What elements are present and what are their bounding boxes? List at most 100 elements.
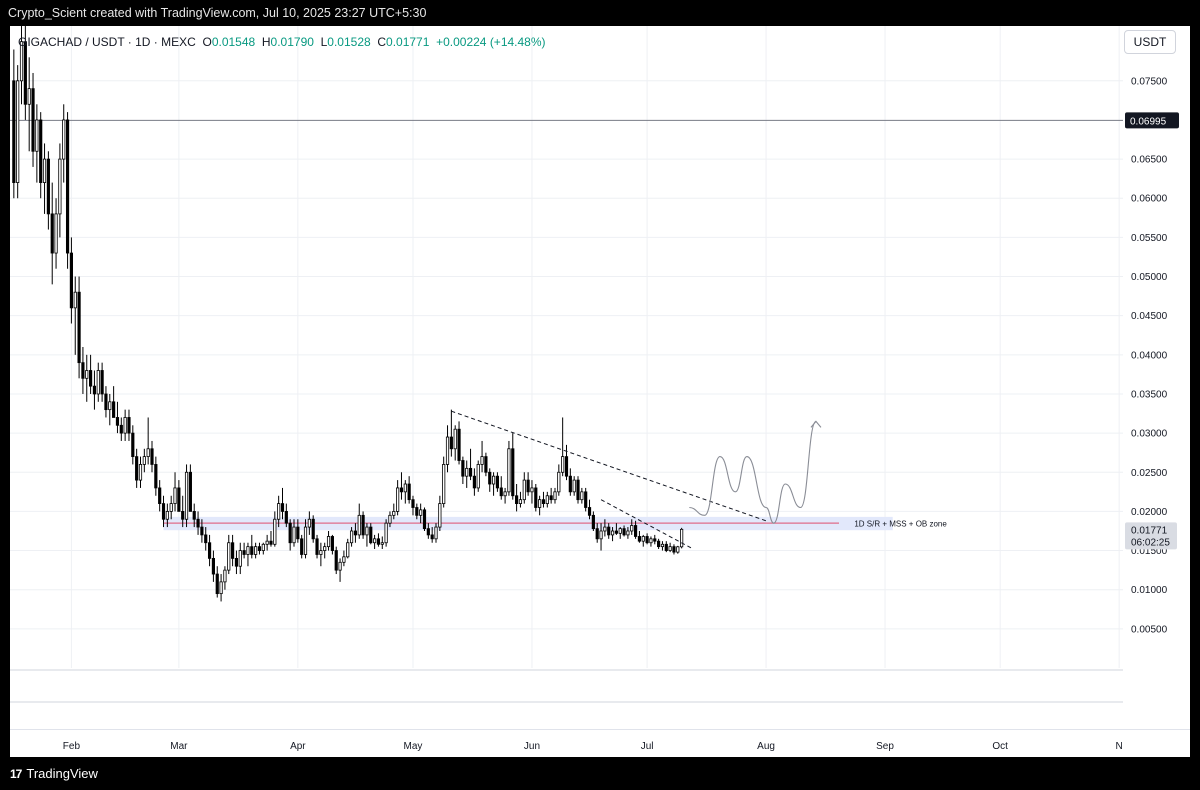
candle <box>365 523 369 547</box>
candle <box>641 534 645 547</box>
y-tick-label: 0.05500 <box>1131 233 1168 244</box>
candle-body-down <box>587 507 592 516</box>
candle <box>587 499 592 520</box>
candle <box>311 515 315 543</box>
currency-button[interactable]: USDT <box>1124 30 1176 54</box>
candle <box>280 487 285 520</box>
candle-body-down <box>207 542 212 559</box>
candle <box>315 534 319 559</box>
candle-body-down <box>150 448 154 465</box>
candle-body-down <box>211 557 216 575</box>
candle <box>127 409 131 441</box>
horizontal-gridlines <box>10 80 1123 630</box>
candle-body-up <box>219 581 223 595</box>
candle-body-up <box>676 546 680 553</box>
x-tick-label: N <box>1116 741 1123 752</box>
x-tick-label: Jul <box>641 741 654 752</box>
candle-body-up <box>319 550 323 555</box>
candle-body-down <box>112 401 116 418</box>
candle-body-up <box>572 479 576 493</box>
candle <box>538 495 542 516</box>
candle <box>223 566 227 590</box>
candle-body-down <box>461 460 465 477</box>
vertical-gridlines <box>70 26 1120 668</box>
candle-body-up <box>261 543 265 551</box>
candle <box>342 550 346 567</box>
candle <box>603 519 607 537</box>
candle <box>388 511 392 528</box>
y-tick-label: 0.04000 <box>1131 350 1168 361</box>
candle-body-down <box>664 543 668 551</box>
candle <box>19 26 24 105</box>
low-value: 0.01528 <box>327 35 371 49</box>
candle-body-down <box>622 528 626 536</box>
candle-body-down <box>645 536 649 544</box>
candle-body-down <box>657 540 661 548</box>
candle <box>373 534 377 549</box>
candle <box>265 534 269 551</box>
candle <box>495 472 500 492</box>
candle-body-up <box>380 542 384 545</box>
candle-body-up <box>365 526 369 536</box>
candle-body-down <box>426 528 430 536</box>
chart-pane[interactable] <box>10 26 1123 729</box>
candle <box>657 538 661 549</box>
candle-body-down <box>541 499 546 504</box>
x-tick-label: Apr <box>290 741 306 752</box>
candle <box>39 112 43 199</box>
candle-body-up <box>277 503 281 520</box>
candle <box>173 472 177 512</box>
candle <box>146 417 150 465</box>
candle <box>353 523 358 543</box>
candle-body-down <box>449 436 453 450</box>
candle <box>457 421 461 465</box>
candle-body-down <box>411 499 415 508</box>
candle <box>292 519 296 547</box>
candle-body-up <box>16 80 20 183</box>
candle <box>653 534 657 545</box>
symbol-name[interactable]: GIGACHAD / USDT · 1D · MEXC <box>18 35 196 49</box>
candle-body-up <box>326 536 331 548</box>
candle <box>307 511 311 535</box>
candle-body-up <box>403 483 407 493</box>
y-tick-label: 0.03500 <box>1131 389 1168 400</box>
candle <box>422 507 427 531</box>
y-tick-label: 0.05000 <box>1131 272 1168 283</box>
candle-body-down <box>131 432 135 458</box>
candle-body-down <box>65 119 70 254</box>
symbol-legend: GIGACHAD / USDT · 1D · MEXC O0.01548 H0.… <box>18 35 546 49</box>
candle-body-down <box>515 495 519 504</box>
tradingview-brand[interactable]: 17 TradingView <box>10 766 98 781</box>
candle-body-up <box>610 530 615 536</box>
candle-body-up <box>668 546 672 551</box>
candle <box>27 57 31 152</box>
candles <box>12 18 684 602</box>
candle <box>188 464 192 512</box>
candle <box>415 503 419 520</box>
candle-body-down <box>511 448 515 497</box>
y-axis-ticks: 0.07500 0.06500 0.06000 0.05500 0.05000 0.045… <box>1131 76 1168 635</box>
candle-body-down <box>192 511 196 520</box>
candle-body-down <box>607 526 611 536</box>
candle-body-down <box>415 507 419 516</box>
price-scale[interactable] <box>1123 26 1190 729</box>
time-axis[interactable] <box>10 729 1190 758</box>
candle <box>438 495 442 531</box>
candle <box>461 456 465 485</box>
candle-body-up <box>238 550 242 567</box>
open-value: 0.01548 <box>211 35 256 49</box>
candle-body-up <box>146 448 150 458</box>
candle <box>184 464 189 528</box>
candle-body-down <box>595 528 599 540</box>
candle-body-down <box>399 487 404 493</box>
candle-body-down <box>549 495 553 501</box>
candle-body-down <box>430 534 434 540</box>
candle-body-up <box>434 526 438 540</box>
candle-body-up <box>342 556 346 563</box>
candle <box>557 464 561 496</box>
candle-body-down <box>158 487 162 504</box>
candle-body-up <box>453 428 457 450</box>
candle-body-down <box>69 252 73 309</box>
candle-body-down <box>369 526 373 544</box>
y-tick-label: 0.01500 <box>1131 546 1168 557</box>
